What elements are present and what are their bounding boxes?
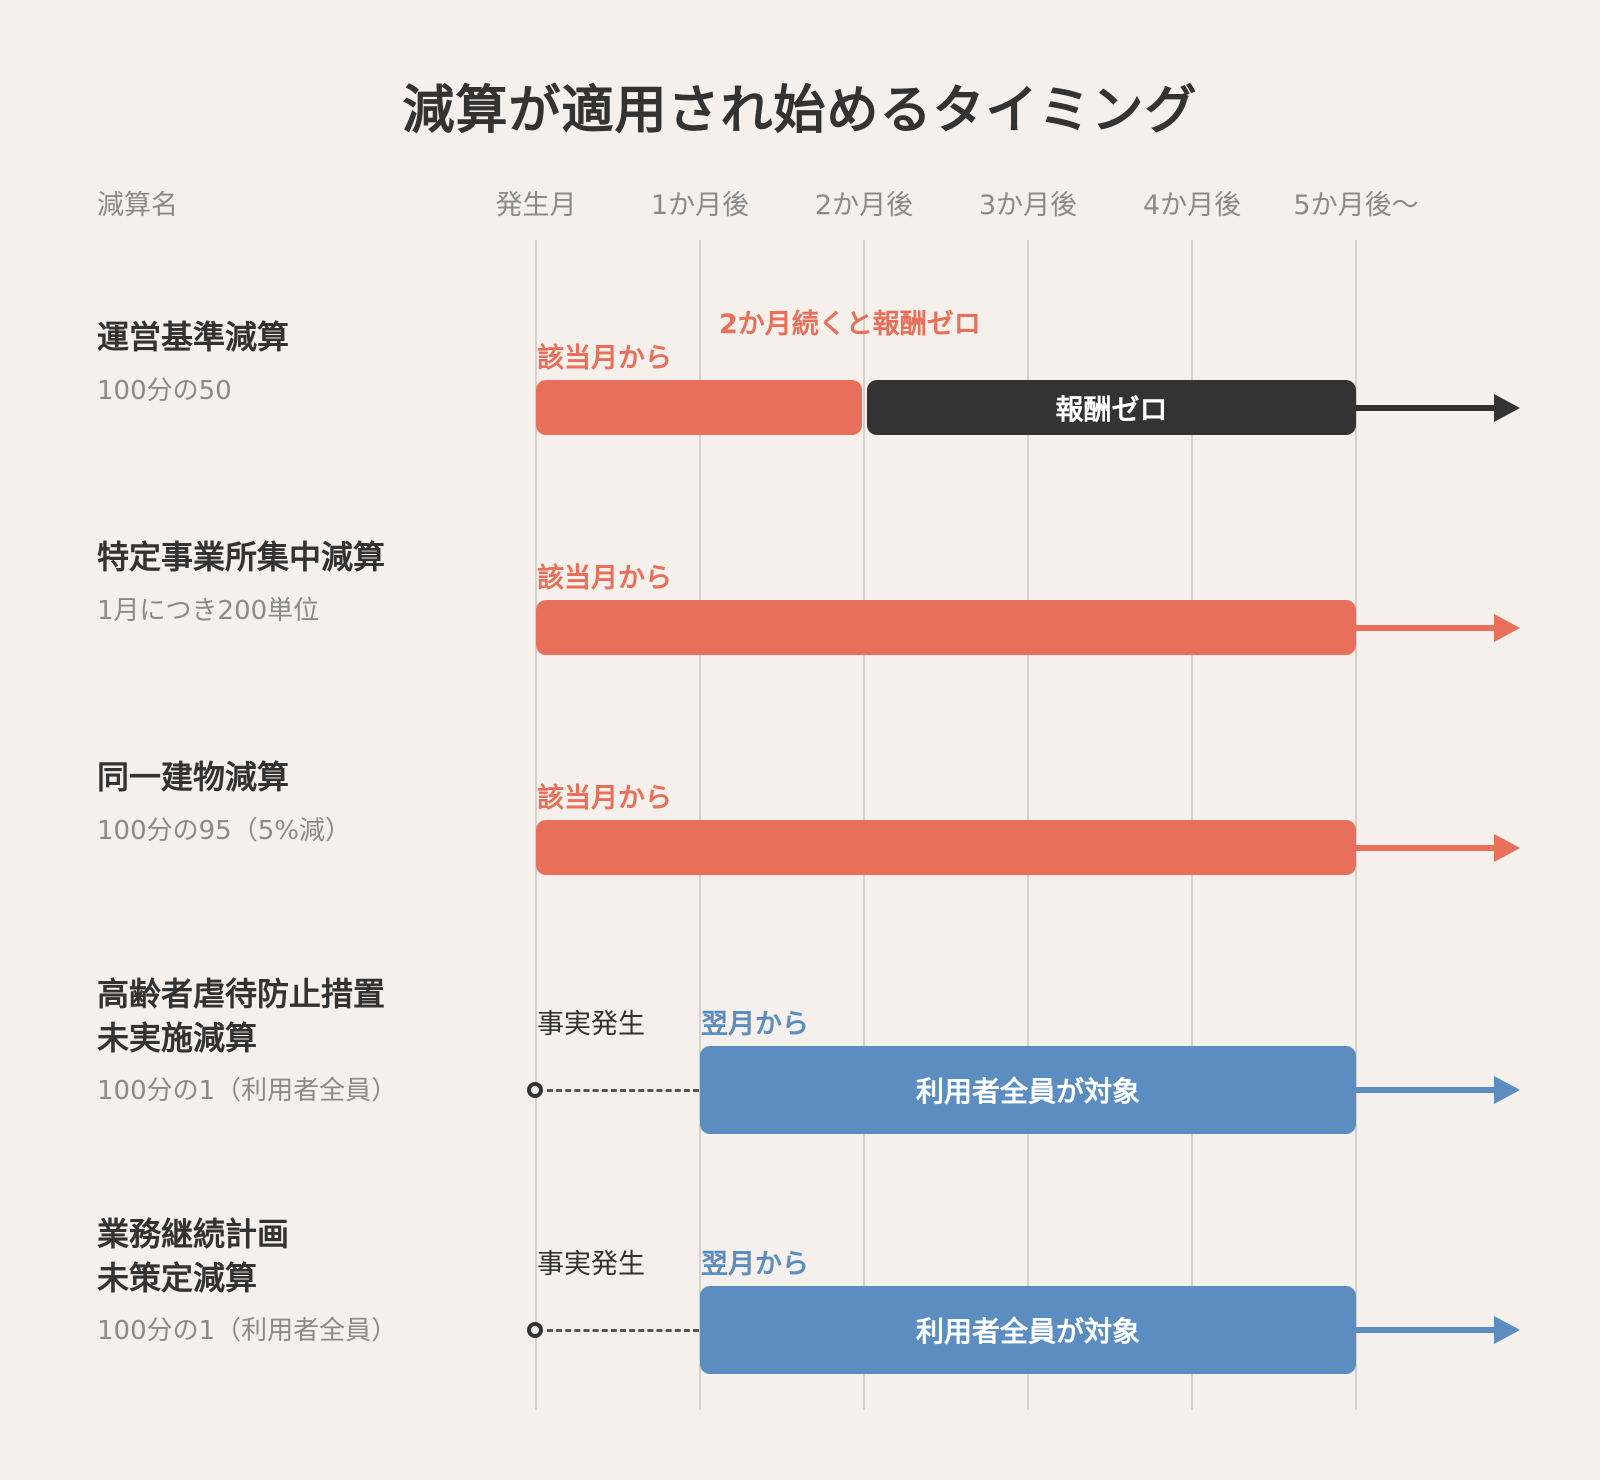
row-4-sub: 100分の1（利用者全員） [97, 1076, 398, 1106]
row-3-sub: 100分の95（5%減） [97, 816, 351, 846]
row-3-bar [536, 820, 1356, 875]
row-1-note: 2か月続くと報酬ゼロ [719, 309, 981, 340]
row-2-bar [536, 600, 1356, 655]
row-5-arrow-line [1356, 1327, 1496, 1333]
row-1-bar-zero: 報酬ゼロ [867, 380, 1356, 435]
row-3-start-label: 該当月から [537, 783, 672, 814]
row-5-event-label: 事実発生 [537, 1249, 645, 1280]
page-title: 減算が適用され始めるタイミング [402, 81, 1198, 141]
row-5-wait-dashed-line [547, 1329, 699, 1332]
row-5-arrow-head-icon [1494, 1316, 1520, 1344]
row-5-sub: 100分の1（利用者全員） [97, 1316, 398, 1346]
row-2-name: 特定事業所集中減算 [97, 538, 386, 576]
row-1-bar-reduced [536, 380, 862, 435]
row-4-arrow-line [1356, 1087, 1496, 1093]
row-2-start-label: 該当月から [537, 563, 672, 594]
row-2-sub: 1月につき200単位 [97, 596, 320, 626]
row-5-bar: 利用者全員が対象 [700, 1286, 1356, 1374]
row-5-name-line-1: 業務継続計画 [97, 1215, 290, 1253]
row-2-arrow-head-icon [1494, 614, 1520, 642]
row-1-arrow-line [1356, 405, 1496, 411]
row-2-arrow-line [1356, 625, 1496, 631]
column-header-month-4: 4か月後 [1142, 190, 1242, 221]
column-header-month-2: 2か月後 [814, 190, 914, 221]
row-1-sub: 100分の50 [97, 376, 232, 406]
gridline-month-5 [1355, 240, 1357, 1410]
row-1-name: 運営基準減算 [97, 318, 290, 356]
column-header-name: 減算名 [97, 190, 178, 221]
row-5-name-line-2: 未策定減算 [97, 1259, 258, 1297]
column-header-month-0: 発生月 [495, 190, 577, 221]
row-4-bar: 利用者全員が対象 [700, 1046, 1356, 1134]
row-4-wait-dashed-line [547, 1089, 699, 1092]
row-3-name: 同一建物減算 [97, 758, 290, 796]
row-4-event-label: 事実発生 [537, 1009, 645, 1040]
row-1-arrow-head-icon [1494, 394, 1520, 422]
row-4-event-dot-icon [527, 1082, 543, 1098]
column-header-month-5: 5か月後〜 [1293, 190, 1419, 221]
row-5-event-dot-icon [527, 1322, 543, 1338]
row-5-start-label: 翌月から [701, 1249, 809, 1280]
row-3-arrow-head-icon [1494, 834, 1520, 862]
row-4-start-label: 翌月から [701, 1009, 809, 1040]
row-4-name-line-2: 未実施減算 [97, 1019, 258, 1057]
column-header-month-1: 1か月後 [650, 190, 750, 221]
row-1-start-label: 該当月から [537, 343, 672, 374]
row-3-arrow-line [1356, 845, 1496, 851]
column-header-month-3: 3か月後 [978, 190, 1078, 221]
row-4-name-line-1: 高齢者虐待防止措置 [97, 975, 386, 1013]
row-4-arrow-head-icon [1494, 1076, 1520, 1104]
